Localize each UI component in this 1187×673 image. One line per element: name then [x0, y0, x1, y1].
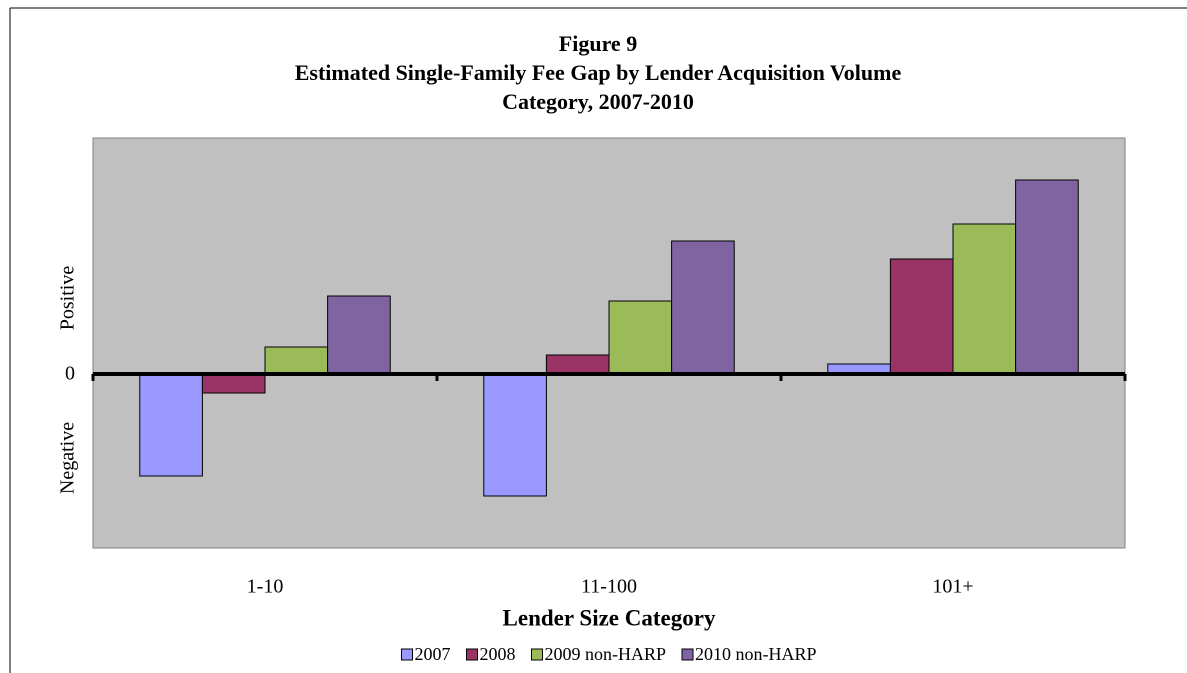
bar: [139, 373, 203, 477]
y-axis-label: Negative: [57, 422, 79, 494]
bar: [889, 258, 954, 375]
bar: [483, 373, 547, 497]
bar: [952, 223, 1017, 375]
legend-label: 2010 non-HARP: [695, 644, 817, 664]
legend-label: 2007: [414, 644, 450, 664]
bar: [201, 373, 266, 394]
bar: [1015, 179, 1079, 375]
bar: [327, 295, 391, 375]
x-tick-label: 11-100: [581, 576, 637, 598]
bar: [545, 354, 610, 375]
legend-swatch: [681, 648, 694, 661]
legend-swatch: [400, 648, 413, 661]
bar: [264, 346, 329, 375]
bar: [608, 300, 673, 375]
x-tick-label: 101+: [932, 576, 973, 598]
legend-label: 2009 non-HARP: [544, 644, 666, 664]
x-tick-label: 1-10: [247, 576, 284, 598]
x-axis-title: Lender Size Category: [503, 605, 716, 630]
y-axis-label: Positive: [57, 266, 79, 331]
chart-title: Estimated Single-Family Fee Gap by Lende…: [295, 60, 902, 85]
bar: [671, 240, 735, 375]
legend: 2007 2008 2009 non-HARP 2010 non-HARP: [400, 644, 817, 664]
legend-swatch: [530, 648, 543, 661]
legend-label: 2008: [479, 644, 515, 664]
chart-title: Category, 2007-2010: [502, 89, 694, 114]
chart-title: Figure 9: [559, 31, 637, 56]
y-tick-label: 0: [65, 363, 75, 385]
legend-swatch: [465, 648, 478, 661]
